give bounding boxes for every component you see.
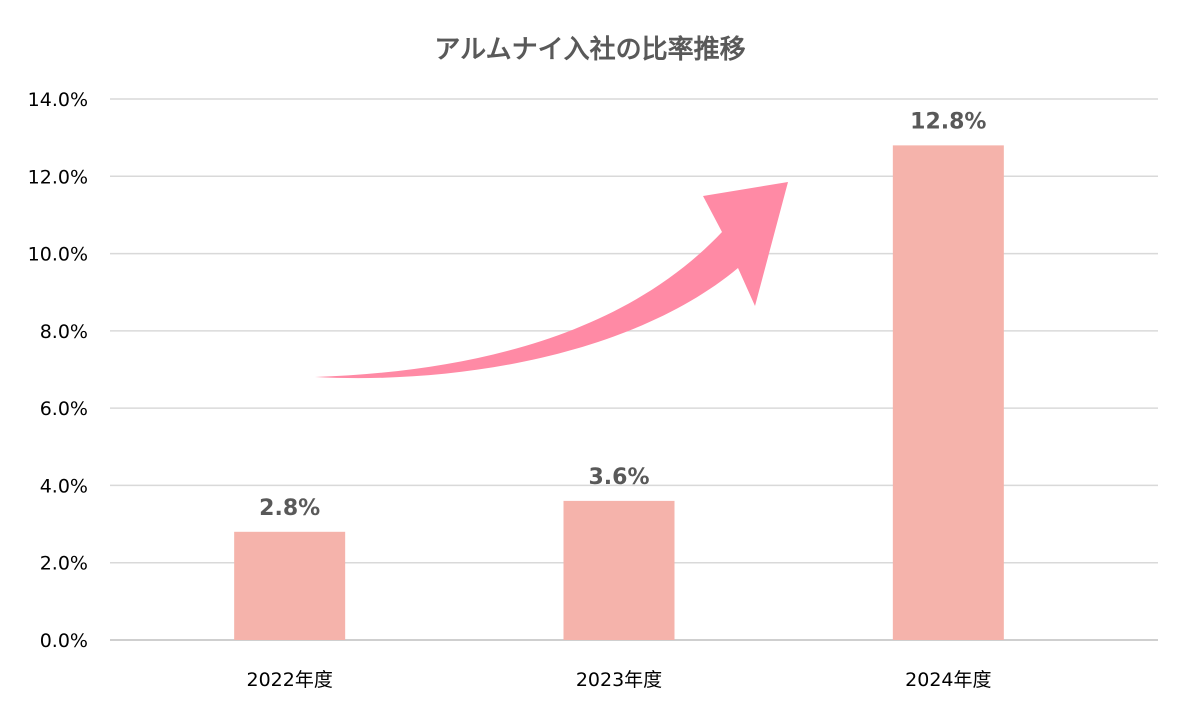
data-label: 2.8% bbox=[259, 496, 320, 521]
y-tick-label: 10.0% bbox=[28, 244, 88, 266]
bar bbox=[563, 500, 675, 640]
x-axis-ticks: 2022年度 2023年度 2024年度 bbox=[246, 669, 991, 691]
y-tick-label: 0.0% bbox=[40, 630, 88, 652]
chart-title: アルムナイ入社の比率推移 bbox=[434, 34, 745, 65]
x-tick-label: 2023年度 bbox=[576, 669, 662, 691]
y-tick-label: 8.0% bbox=[40, 321, 88, 343]
y-tick-label: 12.0% bbox=[28, 166, 88, 188]
x-tick-label: 2024年度 bbox=[905, 669, 991, 691]
data-label: 3.6% bbox=[588, 465, 649, 490]
bar bbox=[892, 145, 1004, 640]
bar bbox=[234, 531, 346, 640]
y-tick-label: 6.0% bbox=[40, 398, 88, 420]
y-tick-label: 4.0% bbox=[40, 475, 88, 497]
y-tick-label: 14.0% bbox=[28, 89, 88, 111]
bars bbox=[234, 145, 1004, 640]
data-labels: 2.8% 3.6% 12.8% bbox=[259, 109, 986, 520]
y-axis-ticks: 0.0% 2.0% 4.0% 6.0% 8.0% 10.0% 12.0% 14.0% bbox=[28, 89, 88, 652]
data-label: 12.8% bbox=[910, 109, 986, 134]
upward-trend-arrow-icon bbox=[315, 182, 788, 379]
y-tick-label: 2.0% bbox=[40, 553, 88, 575]
x-tick-label: 2022年度 bbox=[246, 669, 332, 691]
